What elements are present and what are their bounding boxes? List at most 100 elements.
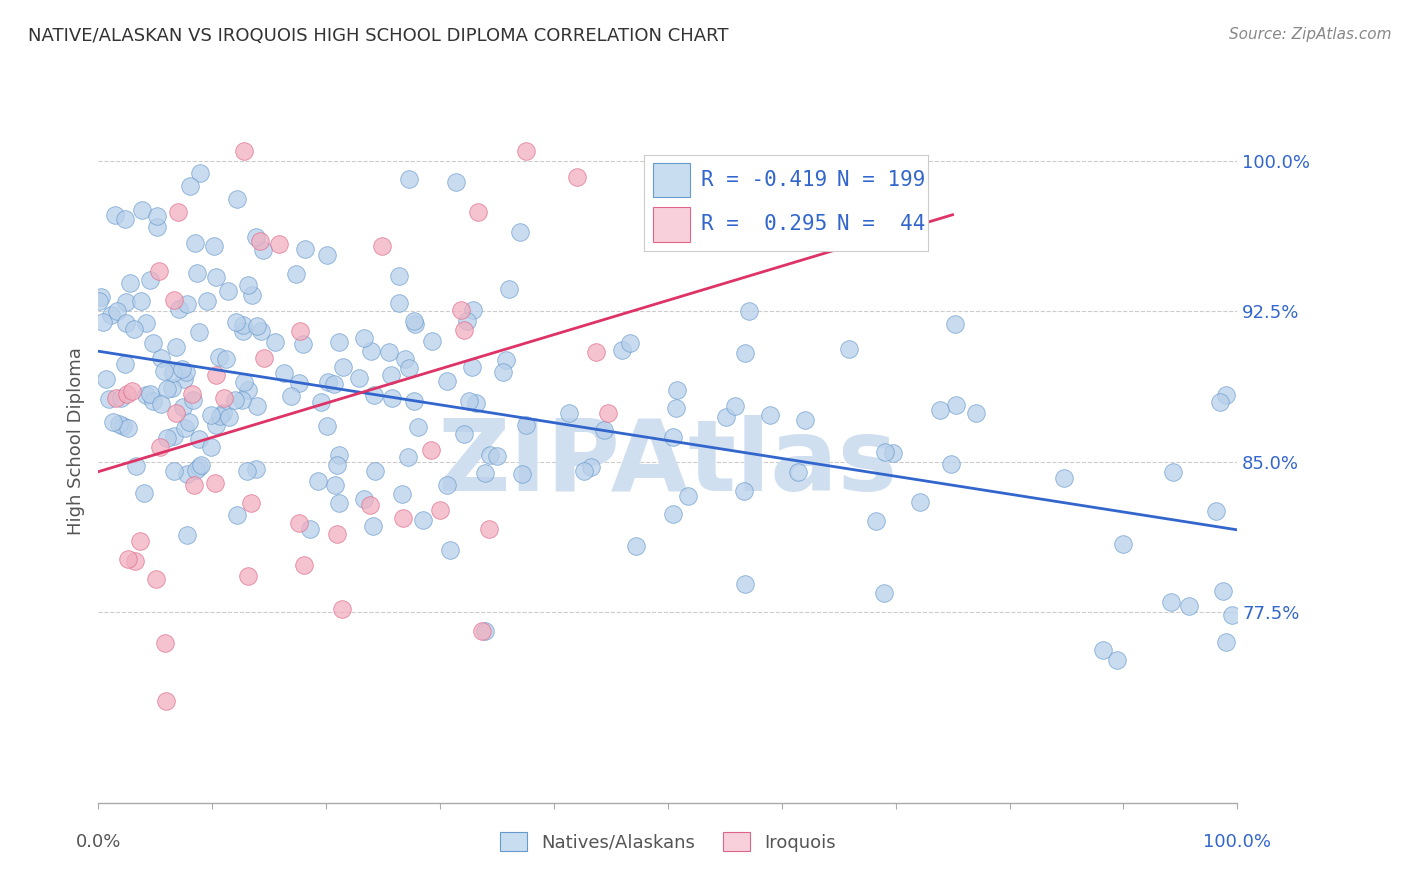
Point [436, 375, 458, 389]
Text: Source: ZipAtlas.com: Source: ZipAtlas.com [1229, 27, 1392, 42]
Point [723, 400, 745, 414]
Text: N = 199: N = 199 [837, 169, 925, 190]
Point [236, 568, 259, 582]
Point [308, 475, 330, 489]
Point [458, 393, 481, 408]
Point [467, 205, 489, 219]
Point [125, 458, 148, 473]
Point [188, 166, 211, 180]
Point [205, 417, 228, 432]
Point [387, 268, 409, 283]
Point [1208, 395, 1230, 409]
Point [100, 308, 122, 322]
Point [138, 387, 160, 401]
Point [381, 391, 404, 405]
Point [163, 293, 186, 308]
Point [208, 350, 231, 364]
Point [495, 353, 517, 368]
Point [624, 539, 647, 553]
Point [142, 393, 165, 408]
Point [204, 269, 226, 284]
Point [91, 315, 114, 329]
Point [1212, 584, 1234, 599]
Point [391, 487, 413, 501]
Point [163, 464, 186, 478]
Point [941, 458, 963, 472]
Point [176, 467, 198, 482]
Text: N =  44: N = 44 [837, 214, 925, 234]
Point [619, 335, 641, 350]
Point [200, 441, 222, 455]
Point [101, 415, 124, 429]
Point [596, 406, 619, 420]
Point [943, 317, 966, 331]
Point [865, 515, 887, 529]
Point [474, 466, 496, 480]
Point [188, 325, 211, 339]
Point [360, 343, 382, 358]
Point [359, 498, 381, 512]
Point [510, 467, 533, 482]
Point [105, 304, 128, 318]
Point [115, 316, 138, 330]
Point [186, 266, 208, 280]
Point [875, 445, 897, 459]
Point [176, 365, 198, 379]
Point [965, 406, 987, 420]
Point [439, 543, 461, 558]
Point [398, 172, 420, 186]
Point [212, 406, 235, 420]
Point [89, 294, 111, 309]
Point [453, 323, 475, 337]
Point [167, 301, 190, 316]
Point [181, 393, 204, 408]
Point [148, 440, 170, 454]
Point [498, 282, 520, 296]
Point [294, 243, 316, 257]
Point [132, 486, 155, 500]
Point [280, 389, 302, 403]
Point [160, 381, 183, 395]
Point [246, 400, 269, 414]
Point [515, 417, 537, 432]
Point [714, 410, 737, 425]
Point [662, 430, 685, 444]
Point [150, 397, 173, 411]
Point [460, 360, 482, 375]
Point [225, 315, 247, 329]
Point [269, 237, 291, 252]
Point [1205, 504, 1227, 518]
Point [181, 386, 204, 401]
Text: R = -0.419: R = -0.419 [702, 169, 827, 190]
Point [284, 267, 307, 281]
Point [287, 516, 309, 530]
Point [202, 239, 225, 253]
Point [1160, 594, 1182, 608]
Point [733, 484, 755, 499]
Point [166, 341, 188, 355]
Point [107, 417, 129, 432]
Point [173, 372, 195, 386]
Point [145, 572, 167, 586]
Point [330, 601, 353, 615]
Point [478, 522, 501, 536]
Point [1105, 653, 1128, 667]
Point [153, 364, 176, 378]
Point [1215, 635, 1237, 649]
Point [478, 449, 501, 463]
Point [94, 372, 117, 386]
Point [734, 346, 756, 360]
Point [579, 459, 602, 474]
Point [117, 552, 139, 566]
Point [364, 464, 387, 478]
Point [131, 202, 153, 217]
Point [236, 464, 259, 478]
Y-axis label: High School Diploma: High School Diploma [66, 348, 84, 535]
Point [315, 247, 337, 261]
Point [162, 367, 184, 381]
Point [239, 495, 262, 509]
Point [450, 302, 472, 317]
Point [183, 477, 205, 491]
Point [412, 513, 434, 527]
Point [509, 225, 531, 239]
